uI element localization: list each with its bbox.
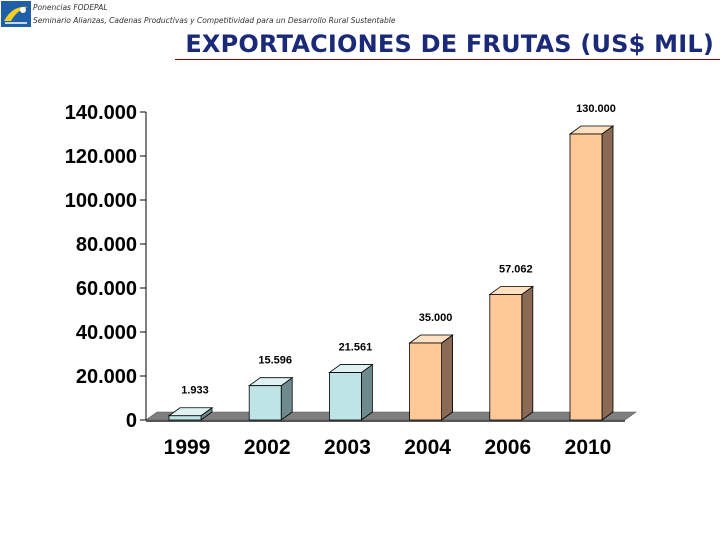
bar-side [521, 285, 534, 421]
x-tick-label: 2006 [484, 436, 531, 459]
data-label: 35.000 [419, 312, 453, 324]
bar-front [248, 385, 282, 421]
bar-side [601, 125, 614, 421]
data-label: 15.596 [258, 355, 292, 367]
y-tick-label: 80.000 [76, 234, 137, 256]
y-tick-label: 140.000 [65, 102, 137, 124]
header-line-2: Seminario Alianzas, Cadenas Productivas … [33, 16, 396, 25]
data-label: 21.561 [339, 342, 373, 354]
header-line-1: Ponencias FODEPAL [33, 3, 108, 12]
x-tick-label: 1999 [164, 436, 211, 459]
bar-side [441, 334, 454, 421]
bar-front [489, 294, 523, 421]
bar-side [360, 363, 373, 421]
bar-2004 [408, 334, 454, 421]
y-tick-label: 60.000 [76, 278, 137, 300]
chart-floor-edge [146, 420, 625, 422]
fodepal-logo-icon [1, 1, 31, 27]
data-label: 130.000 [576, 103, 616, 115]
chart-floor [145, 411, 637, 421]
bar-2006 [488, 285, 535, 421]
bar-2002 [247, 376, 294, 421]
data-label: 57.062 [499, 263, 533, 275]
bar-front [168, 415, 202, 421]
y-tick-label: 0 [126, 410, 137, 432]
slide-title: EXPORTACIONES DE FRUTAS (US$ MIL) [185, 30, 714, 58]
y-tick-label: 40.000 [76, 322, 137, 344]
x-tick-label: 2002 [244, 436, 291, 459]
y-tick-label: 120.000 [65, 146, 137, 168]
x-tick-label: 2003 [324, 436, 371, 459]
data-label: 1.933 [181, 385, 209, 397]
bar-2003 [328, 363, 374, 421]
bar-front [569, 133, 603, 421]
bar-front [328, 372, 362, 421]
bar-2010 [568, 125, 615, 421]
bar-front [409, 342, 443, 421]
x-tick-label: 2004 [404, 436, 451, 459]
x-tick-label: 2010 [565, 436, 612, 459]
y-tick-label: 100.000 [65, 190, 137, 212]
bar-1999 [167, 406, 214, 421]
y-tick-label: 20.000 [76, 366, 137, 388]
title-divider [175, 59, 720, 60]
